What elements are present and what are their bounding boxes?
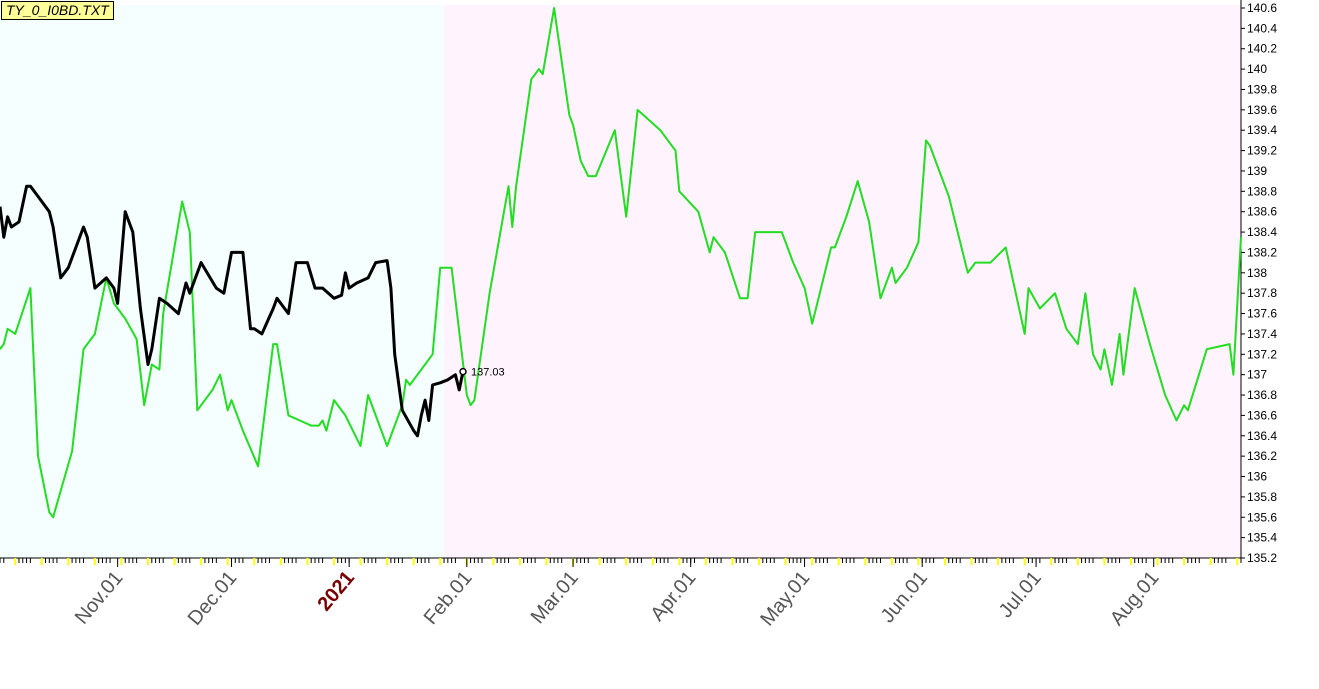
x-year-label: 2021 <box>314 567 359 615</box>
x-month-label: Nov.01 <box>71 567 128 629</box>
y-tick-label: 139 <box>1247 164 1267 178</box>
y-tick-label: 140 <box>1247 62 1267 76</box>
y-tick-label: 137.6 <box>1247 307 1277 321</box>
y-tick-label: 140.2 <box>1247 42 1277 56</box>
series-layer <box>0 7 1242 519</box>
x-month-label: Jun.01 <box>877 567 932 627</box>
y-axis: 140.6 140.4 140.2 140 139.8 139.6 139.4 139.2 13… <box>1240 0 1277 565</box>
y-tick-label: 140.6 <box>1247 1 1277 15</box>
y-tick-label: 140.4 <box>1247 21 1277 35</box>
y-tick-label: 137 <box>1247 368 1267 382</box>
y-tick-label: 136 <box>1247 470 1267 484</box>
y-tick-label: 139.2 <box>1247 144 1277 158</box>
y-tick-label: 138 <box>1247 266 1267 280</box>
y-tick-label: 138.2 <box>1247 245 1277 259</box>
x-month-label: Dec.01 <box>184 567 242 630</box>
last-value-dot <box>459 367 467 376</box>
y-tick-label: 136.8 <box>1247 388 1277 402</box>
last-value-label: 137.03 <box>471 367 505 379</box>
x-month-label: Aug.01 <box>1106 567 1164 630</box>
y-tick-label: 135.8 <box>1247 490 1277 504</box>
y-tick-label: 138.8 <box>1247 184 1277 198</box>
y-tick-label: 139.4 <box>1247 123 1277 137</box>
x-month-label: May.01 <box>756 567 814 630</box>
y-tick-label: 135.4 <box>1247 531 1277 545</box>
y-tick-label: 137.4 <box>1247 327 1277 341</box>
y-tick-label: 139.6 <box>1247 103 1277 117</box>
y-tick-label: 135.6 <box>1247 510 1277 524</box>
y-tick-label: 136.2 <box>1247 449 1277 463</box>
y-tick-label: 136.4 <box>1247 429 1277 443</box>
x-month-label: Jul.01 <box>995 567 1046 622</box>
forecast-region <box>444 5 1241 558</box>
forecast-series-line <box>0 7 1242 519</box>
history-region <box>0 5 445 558</box>
last-value-marker: 137.03 <box>459 367 505 379</box>
chart-title: TY_0_I0BD.TXT <box>1 1 114 20</box>
y-tick-label: 135.2 <box>1247 551 1277 565</box>
x-axis: Nov.01 Dec.01 2021 Feb.01 Mar.01 Apr.01 May.01… <box>0 557 1242 630</box>
y-tick-label: 137.2 <box>1247 347 1277 361</box>
y-tick-label: 137.8 <box>1247 286 1277 300</box>
y-tick-label: 139.8 <box>1247 82 1277 96</box>
x-month-label: Feb.01 <box>420 567 477 629</box>
y-tick-label: 138.6 <box>1247 205 1277 219</box>
y-tick-label: 136.6 <box>1247 408 1277 422</box>
x-month-label: Mar.01 <box>527 567 583 628</box>
y-tick-label: 138.4 <box>1247 225 1277 239</box>
x-month-label: Apr.01 <box>647 567 701 625</box>
price-series-line <box>0 184 465 438</box>
